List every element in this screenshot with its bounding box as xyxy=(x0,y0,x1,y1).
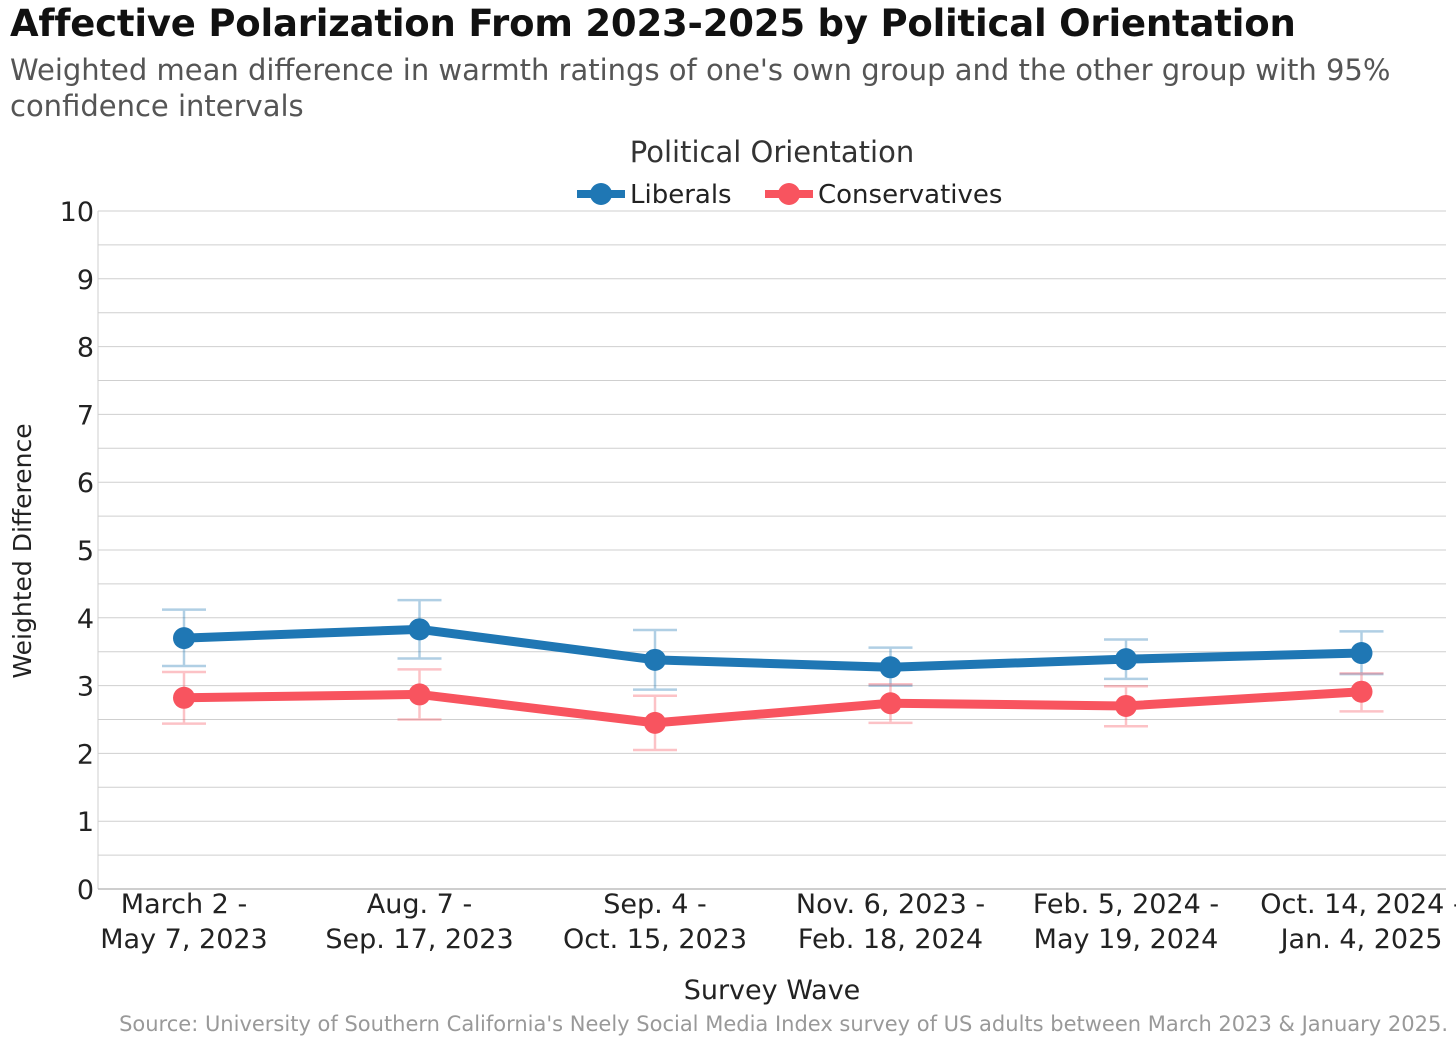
data-point-liberals[interactable] xyxy=(173,627,195,650)
data-point-liberals[interactable] xyxy=(1115,648,1137,671)
data-point-conservatives[interactable] xyxy=(1350,680,1373,703)
ci-layer xyxy=(162,598,1384,752)
legend-item-conservatives[interactable]: Conservatives xyxy=(765,180,1002,210)
data-point-conservatives[interactable] xyxy=(1115,694,1137,717)
chart-subtitle: Weighted mean difference in warmth ratin… xyxy=(10,53,1391,123)
y-tick-label: 2 xyxy=(77,739,94,770)
x-tick-label: Nov. 6, 2023 -Feb. 18, 2024 xyxy=(796,889,985,955)
x-tick-label: March 2 -May 7, 2023 xyxy=(100,889,267,955)
legend-label: Conservatives xyxy=(818,180,1002,210)
series-layer xyxy=(173,618,1373,734)
y-tick-label: 0 xyxy=(77,875,94,906)
chart-title: Affective Polarization From 2023-2025 by… xyxy=(10,2,1296,45)
x-tick-label: Sep. 4 -Oct. 15, 2023 xyxy=(563,889,747,955)
data-point-conservatives[interactable] xyxy=(879,692,902,715)
legend[interactable]: Political Orientation Liberals Conservati… xyxy=(577,135,1002,210)
y-tick-label: 7 xyxy=(77,400,94,431)
legend-title: Political Orientation xyxy=(630,135,914,169)
data-point-liberals[interactable] xyxy=(644,648,666,671)
data-point-conservatives[interactable] xyxy=(644,711,666,734)
y-tick-label: 6 xyxy=(77,468,94,499)
data-point-liberals[interactable] xyxy=(879,656,902,679)
y-tick-label: 3 xyxy=(77,672,94,703)
y-tick-label: 9 xyxy=(77,265,94,296)
y-tick-label: 5 xyxy=(77,536,94,567)
axes-layer: 0 1 2 3 4 5 6 7 8 9 10 March 2 -May 7, 2023 Aug. 7 -… xyxy=(60,197,1456,955)
y-tick-label: 10 xyxy=(60,197,94,228)
y-tick-label: 1 xyxy=(77,807,94,838)
series-line-conservatives xyxy=(179,687,1366,728)
legend-swatch-marker xyxy=(590,183,612,205)
legend-label: Liberals xyxy=(630,180,732,210)
y-tick-label: 4 xyxy=(77,604,94,635)
x-tick-label: Feb. 5, 2024 -May 19, 2024 xyxy=(1033,889,1219,955)
y-tick-label: 8 xyxy=(77,333,94,364)
x-tick-label: Oct. 14, 2024 -Jan. 4, 2025 xyxy=(1260,889,1456,955)
legend-swatch-marker xyxy=(778,183,800,205)
y-axis-label: Weighted Difference xyxy=(8,423,37,678)
series-line-liberals xyxy=(179,624,1366,672)
data-point-liberals[interactable] xyxy=(408,618,431,641)
grid-layer xyxy=(98,210,1446,856)
data-point-liberals[interactable] xyxy=(1350,642,1373,665)
x-axis-label: Survey Wave xyxy=(684,975,861,1006)
x-tick-label: Aug. 7 -Sep. 17, 2023 xyxy=(325,889,513,955)
source-note: Source: University of Southern Californi… xyxy=(119,1012,1448,1036)
legend-item-liberals[interactable]: Liberals xyxy=(577,180,732,210)
data-point-conservatives[interactable] xyxy=(408,683,431,706)
data-point-conservatives[interactable] xyxy=(173,686,195,709)
